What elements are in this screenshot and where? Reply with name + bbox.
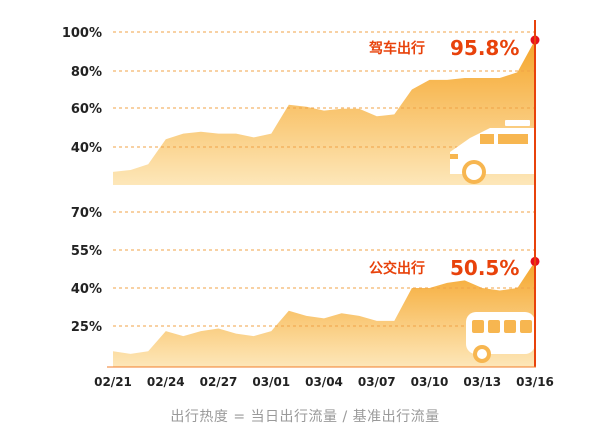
series-label: 驾车出行: [368, 40, 425, 57]
y-tick-label: 60%: [71, 102, 102, 117]
bus-travel-panel: 70% 55% 40% 25% 公交出行 50.5%: [71, 206, 540, 367]
series-final-value: 50.5%: [450, 256, 519, 280]
x-tick-label: 03/04: [305, 375, 343, 389]
x-tick-label: 03/13: [463, 375, 501, 389]
series-final-value: 95.8%: [450, 36, 519, 60]
car-travel-panel: 100% 80% 60% 40% 驾车出行 95.8%: [62, 26, 540, 185]
x-tick-label: 03/10: [411, 375, 449, 389]
y-tick-label: 40%: [71, 282, 102, 297]
series-area: [113, 40, 535, 185]
series-area: [113, 261, 535, 367]
series-label: 公交出行: [369, 260, 425, 277]
car-icon: [450, 120, 535, 184]
x-tick-label: 02/24: [147, 375, 185, 389]
y-tick-label: 25%: [71, 320, 102, 335]
y-tick-label: 40%: [71, 141, 102, 156]
x-tick-label: 02/27: [200, 375, 238, 389]
y-tick-label: 55%: [71, 244, 102, 259]
x-tick-label: 03/07: [358, 375, 396, 389]
y-tick-label: 70%: [71, 206, 102, 221]
bus-icon: [466, 312, 535, 363]
y-tick-label: 80%: [71, 65, 102, 80]
y-tick-label: 100%: [62, 26, 102, 41]
footnote: 出行热度 = 当日出行流量 / 基准出行流量: [170, 409, 440, 425]
x-tick-label: 02/21: [94, 375, 132, 389]
x-tick-label: 03/01: [252, 375, 290, 389]
x-axis: 02/21 02/24 02/27 03/01 03/04 03/07 03/10 03/13…: [94, 20, 554, 389]
x-tick-label: 03/16: [516, 375, 554, 389]
